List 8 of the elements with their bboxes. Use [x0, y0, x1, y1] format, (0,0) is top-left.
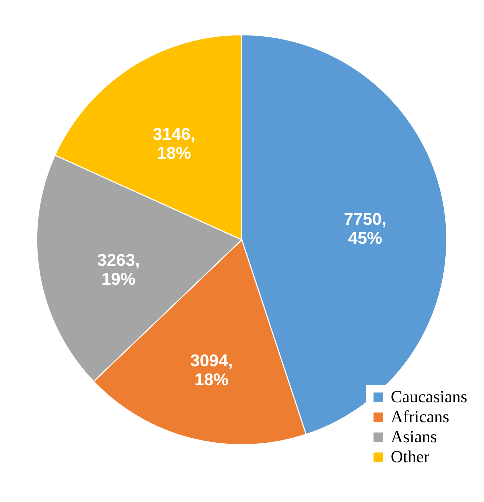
- data-label: 7750, 45%: [344, 210, 387, 248]
- data-label: 3094, 18%: [190, 351, 234, 390]
- legend-label: Africans: [391, 408, 450, 426]
- data-label: 3146, 18%: [152, 124, 196, 163]
- data-label: 3263, 19%: [98, 251, 140, 290]
- legend-label: Caucasians: [391, 388, 468, 406]
- legend-label: Asians: [391, 428, 438, 446]
- legend-label: Other: [391, 448, 430, 466]
